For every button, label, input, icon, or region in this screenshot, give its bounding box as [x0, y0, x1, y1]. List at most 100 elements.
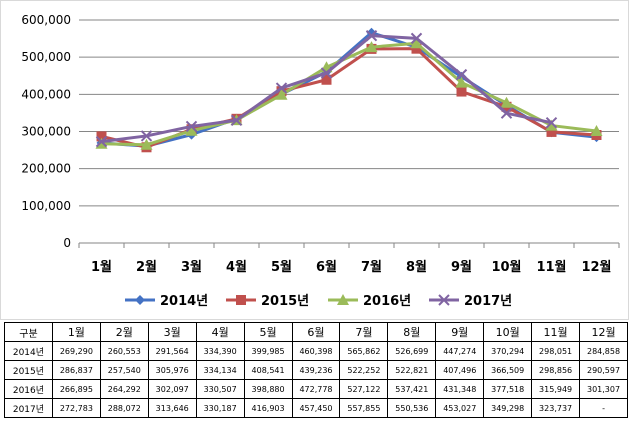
x-tick-label: 11월: [536, 259, 566, 275]
x-tick-label: 1월: [91, 259, 112, 275]
x-tick-label: 5월: [271, 259, 292, 275]
table-header-cell: 11월: [531, 322, 581, 342]
table-cell: 398,880: [243, 379, 293, 399]
table-cell: 260,553: [99, 341, 149, 361]
data-point: [455, 76, 468, 88]
table-header-row: 구분 1월 2월 3월 4월 5월 6월 7월 8월 9월 10월 11월 12…: [4, 322, 628, 342]
table-cell: 305,976: [147, 360, 197, 380]
table-cell: 266,895: [51, 379, 101, 399]
data-point: [140, 138, 153, 150]
table-cell: 291,564: [147, 341, 197, 361]
data-point: [455, 68, 468, 81]
table-cell: 349,298: [483, 398, 533, 418]
y-tick-label: 200,000: [21, 162, 71, 176]
data-point: [410, 32, 423, 45]
legend-label: 2016년: [363, 294, 411, 309]
table-cell: 550,536: [387, 398, 437, 418]
table-cell: 399,985: [243, 341, 293, 361]
table-cell: 301,307: [579, 379, 628, 399]
table-cell: 416,903: [243, 398, 293, 418]
table-cell: 557,855: [339, 398, 389, 418]
table-row: 2014년 269,290 260,553 291,564 334,390 399,985…: [4, 341, 628, 361]
table-cell: 431,348: [435, 379, 485, 399]
table-header-cell: 12월: [579, 322, 628, 342]
legend-marker: [236, 295, 246, 305]
table-cell: 290,597: [579, 360, 628, 380]
table-row-label: 2016년: [4, 379, 53, 399]
chart-area: 0 100,000 200,000 300,000 400,000 500,000 600,…: [0, 0, 629, 320]
table-cell: 302,097: [147, 379, 197, 399]
data-point: [275, 82, 288, 94]
table-header-cell: 3월: [147, 322, 197, 342]
table-cell: 269,290: [51, 341, 101, 361]
table-row: 2016년 266,895 264,292 302,097 330,507 398,880…: [4, 379, 628, 399]
table-row-label: 2017년: [4, 398, 53, 418]
data-point: [140, 130, 153, 142]
data-point: [590, 125, 603, 137]
table-body: 2014년 269,290 260,553 291,564 334,390 399,985…: [4, 341, 628, 418]
table-row-label: 2014년: [4, 341, 53, 361]
data-point: [366, 27, 377, 38]
x-tick-label: 8월: [406, 259, 427, 275]
table-cell: 408,541: [243, 360, 293, 380]
data-point: [365, 29, 378, 42]
y-tick-label: 100,000: [21, 199, 71, 213]
data-point: [185, 120, 198, 133]
table-cell: 537,421: [387, 379, 437, 399]
table-cell: 323,737: [531, 398, 581, 418]
data-point: [321, 74, 332, 85]
table-header-cell: 4월: [195, 322, 245, 342]
data-table: 구분 1월 2월 3월 4월 5월 6월 7월 8월 9월 10월 11월 12…: [4, 322, 628, 418]
table-header-cell: 10월: [483, 322, 533, 342]
data-point: [96, 131, 107, 142]
table-cell: 330,507: [195, 379, 245, 399]
table-cell: 522,821: [387, 360, 437, 380]
x-tick-label: 10월: [491, 259, 521, 275]
table-row-label: 2015년: [4, 360, 53, 380]
table-cell: -: [579, 398, 628, 418]
table-cell: 565,862: [339, 341, 389, 361]
table-header-cell: 8월: [387, 322, 437, 342]
y-tick-label: 600,000: [21, 13, 71, 27]
table-cell: 272,783: [51, 398, 101, 418]
legend-marker: [438, 294, 450, 306]
table-cell: 257,540: [99, 360, 149, 380]
table-row: 2015년 286,837 257,540 305,976 334,134 408,541…: [4, 360, 628, 380]
y-tick-label: 500,000: [21, 50, 71, 64]
y-tick-label: 0: [63, 236, 71, 250]
data-point: [320, 67, 333, 79]
data-point: [275, 88, 288, 100]
table-header-cell: 9월: [435, 322, 485, 342]
table-cell: 527,122: [339, 379, 389, 399]
x-tick-label: 9월: [451, 259, 472, 275]
table-cell: 330,187: [195, 398, 245, 418]
line-chart: 0 100,000 200,000 300,000 400,000 500,000 600,…: [21, 13, 620, 309]
table-cell: 407,496: [435, 360, 485, 380]
legend-label: 2017년: [464, 294, 512, 309]
table-cell: 313,646: [147, 398, 197, 418]
data-point: [500, 96, 513, 108]
data-point: [230, 114, 243, 126]
table-header-cell: 7월: [339, 322, 389, 342]
table-cell: 366,509: [483, 360, 533, 380]
legend-marker: [135, 295, 145, 305]
data-point: [410, 37, 423, 49]
y-tick-label: 300,000: [21, 125, 71, 139]
table-cell: 284,858: [579, 341, 628, 361]
table-cell: 298,051: [531, 341, 581, 361]
table-cell: 526,699: [387, 341, 437, 361]
series-line-3: [101, 41, 597, 147]
data-point: [545, 116, 558, 129]
table-header-cell: 6월: [291, 322, 341, 342]
table-cell: 460,398: [291, 341, 341, 361]
data-point: [185, 124, 198, 136]
data-point: [95, 135, 108, 148]
table-cell: 457,450: [291, 398, 341, 418]
data-point: [411, 43, 422, 54]
y-tick-label: 400,000: [21, 87, 71, 101]
legend-label: 2014년: [160, 294, 208, 309]
x-tick-label: 12월: [581, 259, 611, 275]
x-tick-label: 6월: [316, 259, 337, 275]
series-line-2: [101, 47, 597, 149]
data-point: [545, 119, 558, 131]
